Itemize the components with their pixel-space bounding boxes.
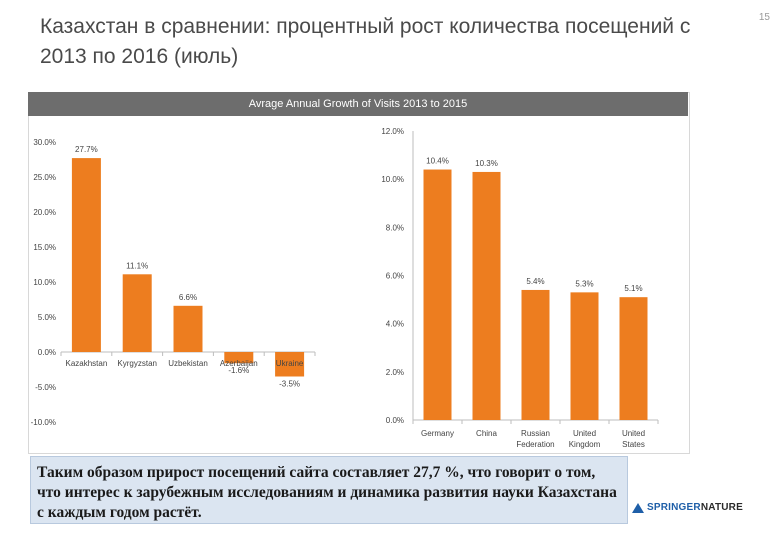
conclusion-text: Таким образом прирост посещений сайта со… (37, 464, 617, 521)
chart-frame (28, 92, 690, 454)
logo-text-springer: SPRINGER (647, 502, 701, 513)
slide-title: Казахстан в сравнении: процентный рост к… (40, 15, 691, 68)
logo-text-nature: NATURE (700, 502, 743, 513)
springer-nature-logo: SPRINGERNATURE (632, 502, 743, 513)
conclusion-box: Таким образом прирост посещений сайта со… (30, 456, 628, 524)
logo-triangle-icon (632, 502, 644, 513)
page-number: 15 (758, 12, 770, 23)
chart-header: Avrage Annual Growth of Visits 2013 to 2… (28, 92, 688, 116)
